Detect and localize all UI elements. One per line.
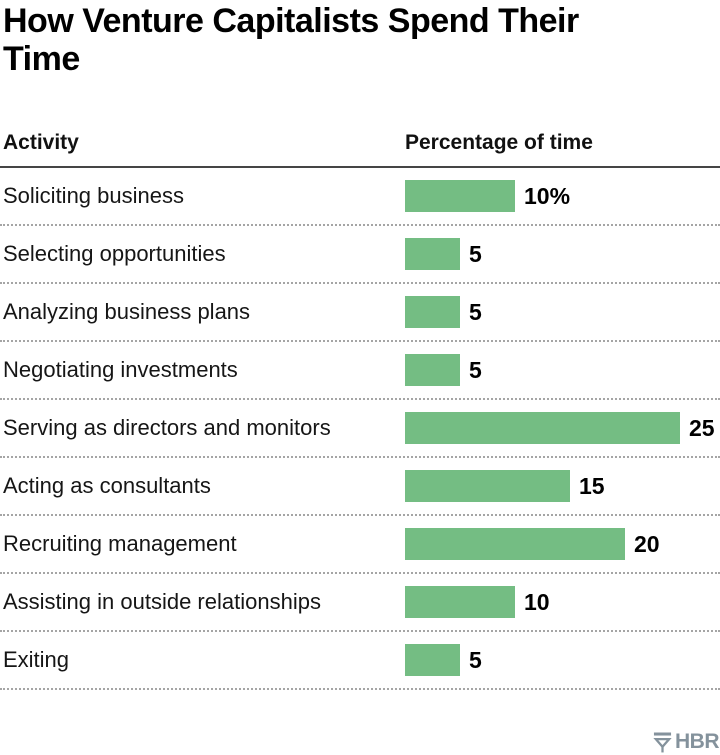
bar-cell: 15 — [405, 470, 605, 502]
bar — [405, 354, 460, 386]
value-label: 5 — [469, 356, 482, 383]
bar — [405, 180, 515, 212]
table-row: Exiting 5 — [0, 632, 720, 690]
chart-table: Activity Percentage of time Soliciting b… — [0, 131, 720, 690]
activity-label: Analyzing business plans — [3, 299, 251, 324]
hbr-logo: HBR — [653, 730, 720, 754]
bar-cell: 5 — [405, 238, 482, 270]
bar-cell: 10% — [405, 180, 570, 212]
value-label: 25 — [689, 414, 715, 441]
bar — [405, 238, 460, 270]
value-label: 15 — [579, 472, 605, 499]
activity-label: Acting as consultants — [3, 473, 211, 498]
table-row: Selecting opportunities 5 — [0, 226, 720, 284]
table-row: Negotiating investments 5 — [0, 342, 720, 400]
value-label: 10 — [524, 588, 550, 615]
activity-label: Exiting — [3, 647, 70, 672]
value-label: 20 — [634, 530, 660, 557]
hbr-brand-text: HBR — [675, 730, 720, 753]
bar — [405, 586, 515, 618]
table-row: Acting as consultants 15 — [0, 458, 720, 516]
chart-title: How Venture Capitalists Spend Their Time — [3, 2, 579, 79]
bar — [405, 412, 680, 444]
bar — [405, 528, 625, 560]
activity-label: Recruiting management — [3, 531, 237, 556]
table-row: Soliciting business 10% — [0, 168, 720, 226]
table-row: Recruiting management 20 — [0, 516, 720, 574]
bar — [405, 644, 460, 676]
hbr-shield-icon — [653, 732, 672, 753]
value-label: 10% — [524, 182, 571, 209]
bar-cell: 5 — [405, 644, 482, 676]
bar-cell: 25 — [405, 412, 715, 444]
percentage-column-header: Percentage of time — [405, 131, 593, 154]
bar — [405, 296, 460, 328]
value-label: 5 — [469, 298, 482, 325]
activity-label: Assisting in outside relationships — [3, 589, 321, 614]
table-row: Serving as directors and monitors 25 — [0, 400, 720, 458]
activity-column-header: Activity — [3, 131, 79, 154]
activity-label: Negotiating investments — [3, 357, 238, 382]
table-header: Activity Percentage of time — [0, 131, 720, 168]
value-label: 5 — [469, 646, 482, 673]
activity-label: Soliciting business — [3, 183, 184, 208]
table-row: Analyzing business plans 5 — [0, 284, 720, 342]
value-label: 5 — [469, 240, 482, 267]
bar-cell: 10 — [405, 586, 550, 618]
bar-cell: 20 — [405, 528, 660, 560]
activity-label: Selecting opportunities — [3, 241, 226, 266]
footer: HBR — [653, 730, 720, 754]
bar-cell: 5 — [405, 296, 482, 328]
bar-cell: 5 — [405, 354, 482, 386]
table-row: Assisting in outside relationships 10 — [0, 574, 720, 632]
bar — [405, 470, 570, 502]
activity-label: Serving as directors and monitors — [3, 415, 331, 440]
table-body: Soliciting business 10% Selecting opport… — [0, 168, 720, 690]
